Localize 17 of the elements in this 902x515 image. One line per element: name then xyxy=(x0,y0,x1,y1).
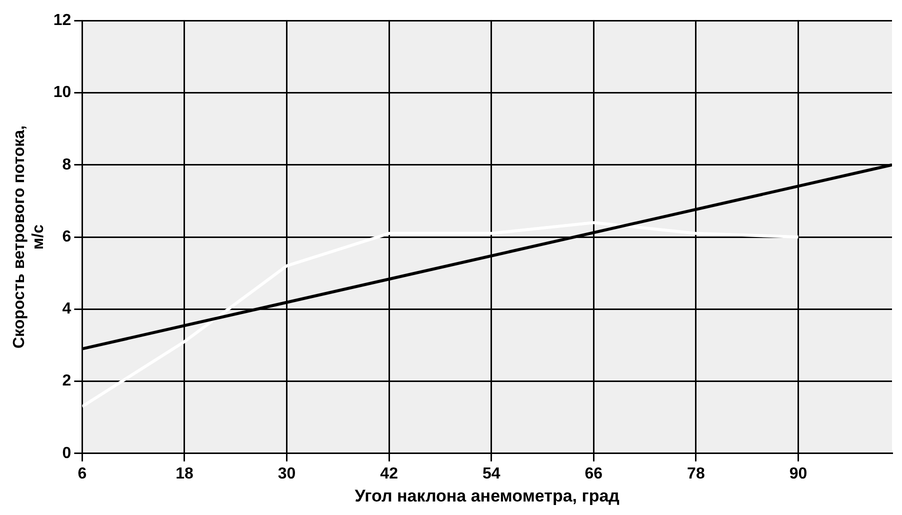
y-tick-label: 6 xyxy=(62,228,72,246)
x-axis-title: Угол наклона анемометра, град xyxy=(354,486,620,506)
x-tick-label: 90 xyxy=(789,465,808,482)
x-tick-label: 30 xyxy=(278,465,296,482)
x-tick-label: 78 xyxy=(687,465,705,482)
y-tick-label: 12 xyxy=(53,12,72,30)
y-tick-label: 4 xyxy=(62,300,72,318)
x-tick-label: 18 xyxy=(176,465,194,482)
y-tick-label: 2 xyxy=(62,372,72,390)
x-tick-label: 6 xyxy=(78,465,87,482)
y-tick-label: 10 xyxy=(53,84,72,102)
y-tick-label: 8 xyxy=(62,156,72,174)
y-axis-title: Скорость ветрового потока, м/с xyxy=(11,125,48,349)
x-tick-label: 54 xyxy=(482,465,500,482)
x-tick-label: 66 xyxy=(584,465,603,482)
y-tick-label: 0 xyxy=(62,444,72,462)
x-tick-label: 42 xyxy=(380,465,398,482)
